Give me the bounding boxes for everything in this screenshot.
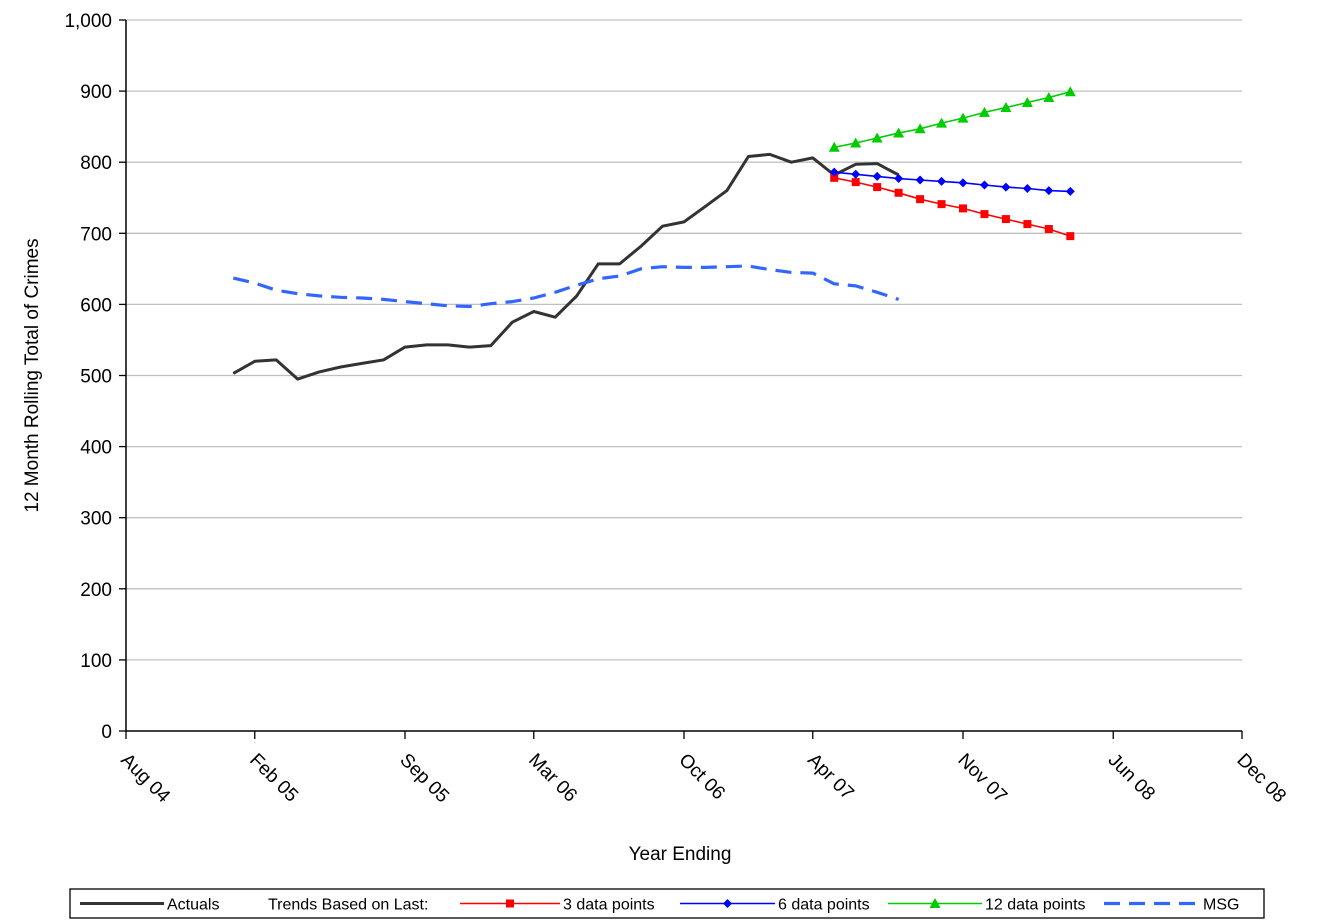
data-point-3-data-points xyxy=(1001,215,1010,224)
data-point-12-data-points xyxy=(1021,96,1033,107)
data-point-12-data-points xyxy=(936,117,948,128)
data-point-12-data-points xyxy=(978,106,990,117)
y-tick-label: 300 xyxy=(80,509,112,530)
legend-box xyxy=(69,888,1265,919)
data-point-12-data-points xyxy=(850,137,862,148)
data-point-12-data-points xyxy=(1043,91,1055,102)
legend: Trends Based on Last: Actuals 3 data poin… xyxy=(69,888,1265,919)
series-line-3-data-points xyxy=(834,177,1071,237)
data-point-3-data-points xyxy=(894,188,903,197)
data-point-6-data-points xyxy=(1065,186,1075,196)
y-tick-label: 700 xyxy=(80,224,112,245)
data-point-6-data-points xyxy=(958,178,968,188)
data-point-12-data-points xyxy=(893,127,905,138)
data-point-6-data-points xyxy=(1044,186,1054,196)
x-tick-label: Nov 07 xyxy=(953,750,1010,807)
data-point-6-data-points xyxy=(872,171,882,181)
series-12-data-points xyxy=(828,86,1076,152)
data-point-6-data-points xyxy=(1001,182,1011,192)
x-tick-label: Sep 05 xyxy=(395,750,452,807)
legend-label-msg: MSG xyxy=(1203,897,1239,914)
data-point-6-data-points xyxy=(829,167,839,177)
y-axis-title: 12 Month Rolling Total of Crimes xyxy=(22,238,43,512)
x-tick-label: Apr 07 xyxy=(803,750,857,804)
legend-label-3-data-points: 3 data points xyxy=(563,897,655,914)
series-3-data-points xyxy=(830,173,1075,241)
legend-marker-3-data-points xyxy=(506,899,514,908)
data-point-3-data-points xyxy=(959,204,967,213)
x-tick-label: Dec 08 xyxy=(1232,750,1289,807)
x-tick-label: Mar 06 xyxy=(524,750,581,807)
y-tick-label: 200 xyxy=(80,580,112,601)
y-tick-label: 900 xyxy=(80,82,112,103)
legend-trend-prefix: Trends Based on Last: xyxy=(268,897,428,914)
axes: 12 Month Rolling Total of Crimes Year En… xyxy=(22,11,1290,865)
gridlines xyxy=(126,19,1242,661)
data-point-6-data-points xyxy=(937,176,947,186)
legend-label-actuals: Actuals xyxy=(167,897,219,914)
series-line-actuals xyxy=(232,152,900,381)
legend-label-6-data-points: 6 data points xyxy=(778,897,870,914)
x-tick-label: Feb 05 xyxy=(245,750,302,807)
series-layer xyxy=(232,86,1076,381)
series-actuals xyxy=(232,152,900,381)
data-point-12-data-points xyxy=(828,141,840,152)
y-tick-label: 600 xyxy=(80,295,112,316)
data-point-3-data-points xyxy=(1044,225,1053,234)
data-point-3-data-points xyxy=(937,200,946,209)
y-tick-label: 1,000 xyxy=(64,11,112,32)
data-point-12-data-points xyxy=(1000,101,1012,112)
series-line-12-data-points xyxy=(834,91,1071,149)
x-tick-label: Oct 06 xyxy=(674,750,728,804)
x-axis-title: Year Ending xyxy=(629,844,732,865)
data-point-12-data-points xyxy=(957,112,969,123)
legend-marker-12-data-points xyxy=(929,898,941,908)
data-point-6-data-points xyxy=(894,174,904,184)
series-msg xyxy=(232,264,900,309)
data-point-12-data-points xyxy=(871,132,883,143)
data-point-3-data-points xyxy=(1023,220,1032,229)
data-point-12-data-points xyxy=(1064,86,1076,97)
y-tick-label: 800 xyxy=(80,153,112,174)
y-tick-label: 100 xyxy=(80,651,112,672)
data-point-3-data-points xyxy=(830,173,839,182)
data-point-3-data-points xyxy=(916,195,925,204)
data-point-6-data-points xyxy=(915,175,925,185)
data-point-6-data-points xyxy=(851,169,861,179)
legend-marker-6-data-points xyxy=(723,899,732,908)
data-point-3-data-points xyxy=(980,210,989,219)
x-tick-label: Aug 04 xyxy=(116,750,174,808)
series-line-msg xyxy=(232,264,900,309)
data-point-6-data-points xyxy=(979,180,989,190)
data-point-3-data-points xyxy=(873,183,882,192)
legend-label-12-data-points: 12 data points xyxy=(985,897,1086,914)
series-6-data-points xyxy=(829,167,1075,196)
y-tick-label: 400 xyxy=(80,438,112,459)
data-point-3-data-points xyxy=(1066,232,1075,241)
x-tick-label: Jun 08 xyxy=(1104,750,1159,805)
data-point-6-data-points xyxy=(1022,184,1032,194)
y-tick-label: 0 xyxy=(101,722,112,743)
y-tick-label: 500 xyxy=(80,367,112,388)
data-point-12-data-points xyxy=(914,123,926,134)
series-line-6-data-points xyxy=(834,171,1071,193)
data-point-3-data-points xyxy=(851,178,860,187)
